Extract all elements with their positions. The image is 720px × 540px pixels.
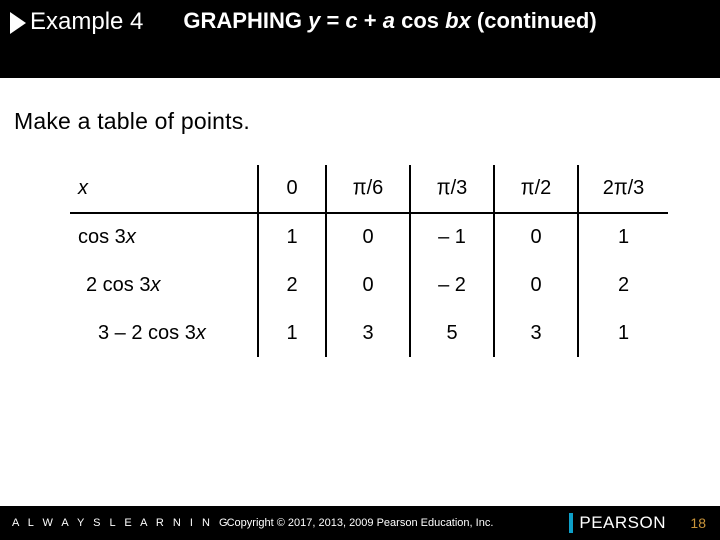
pearson-logo: PEARSON [569,513,666,533]
slide-title: GRAPHING y = c + a cos bx (continued) [183,8,596,34]
title-bx: bx [445,8,471,33]
table-cell: π/6 [326,165,410,213]
pearson-bar-icon [569,513,573,533]
table-cell: 2 [578,261,668,309]
always-learning: A L W A Y S L E A R N I N G [12,517,231,529]
table-cell: π/3 [410,165,494,213]
table-cell: 1 [258,309,326,357]
table-cell: 1 [258,213,326,261]
title-suffix: (continued) [471,8,597,33]
instruction-text: Make a table of points. [14,108,720,135]
table-cell: 0 [258,165,326,213]
table-cell: 5 [410,309,494,357]
table-cell: 0 [494,261,578,309]
page-number: 18 [690,515,706,531]
table-cell: 3 [494,309,578,357]
row-label: cos 3x [70,213,258,261]
table-cell: 0 [326,213,410,261]
table-cell: 2π/3 [578,165,668,213]
table-cell: 2 [258,261,326,309]
points-table-wrap: x0π/6π/3π/22π/3cos 3x10– 1012 cos 3x20– … [70,165,720,357]
row-label: x [70,165,258,213]
table-cell: π/2 [494,165,578,213]
table-row: x0π/6π/3π/22π/3 [70,165,668,213]
title-y: y [308,8,320,33]
table-cell: 1 [578,309,668,357]
table-cell: 3 [326,309,410,357]
table-cell: – 2 [410,261,494,309]
title-eq: = [320,8,345,33]
title-cos: cos [395,8,445,33]
table-cell: 0 [494,213,578,261]
title-c: c [345,8,357,33]
title-plus: + [358,8,383,33]
table-row: 3 – 2 cos 3x13531 [70,309,668,357]
title-a: a [383,8,395,33]
table-cell: 0 [326,261,410,309]
slide-header: Example 4 GRAPHING y = c + a cos bx (con… [0,0,720,78]
title-prefix: GRAPHING [183,8,308,33]
points-table: x0π/6π/3π/22π/3cos 3x10– 1012 cos 3x20– … [70,165,668,357]
example-label: Example 4 [30,8,143,36]
row-label: 3 – 2 cos 3x [70,309,258,357]
slide-footer: A L W A Y S L E A R N I N G Copyright © … [0,506,720,540]
copyright-text: Copyright © 2017, 2013, 2009 Pearson Edu… [227,517,494,529]
table-cell: – 1 [410,213,494,261]
table-cell: 1 [578,213,668,261]
play-triangle-icon [10,12,26,34]
table-row: 2 cos 3x20– 202 [70,261,668,309]
table-row: cos 3x10– 101 [70,213,668,261]
pearson-text: PEARSON [579,513,666,533]
row-label: 2 cos 3x [70,261,258,309]
